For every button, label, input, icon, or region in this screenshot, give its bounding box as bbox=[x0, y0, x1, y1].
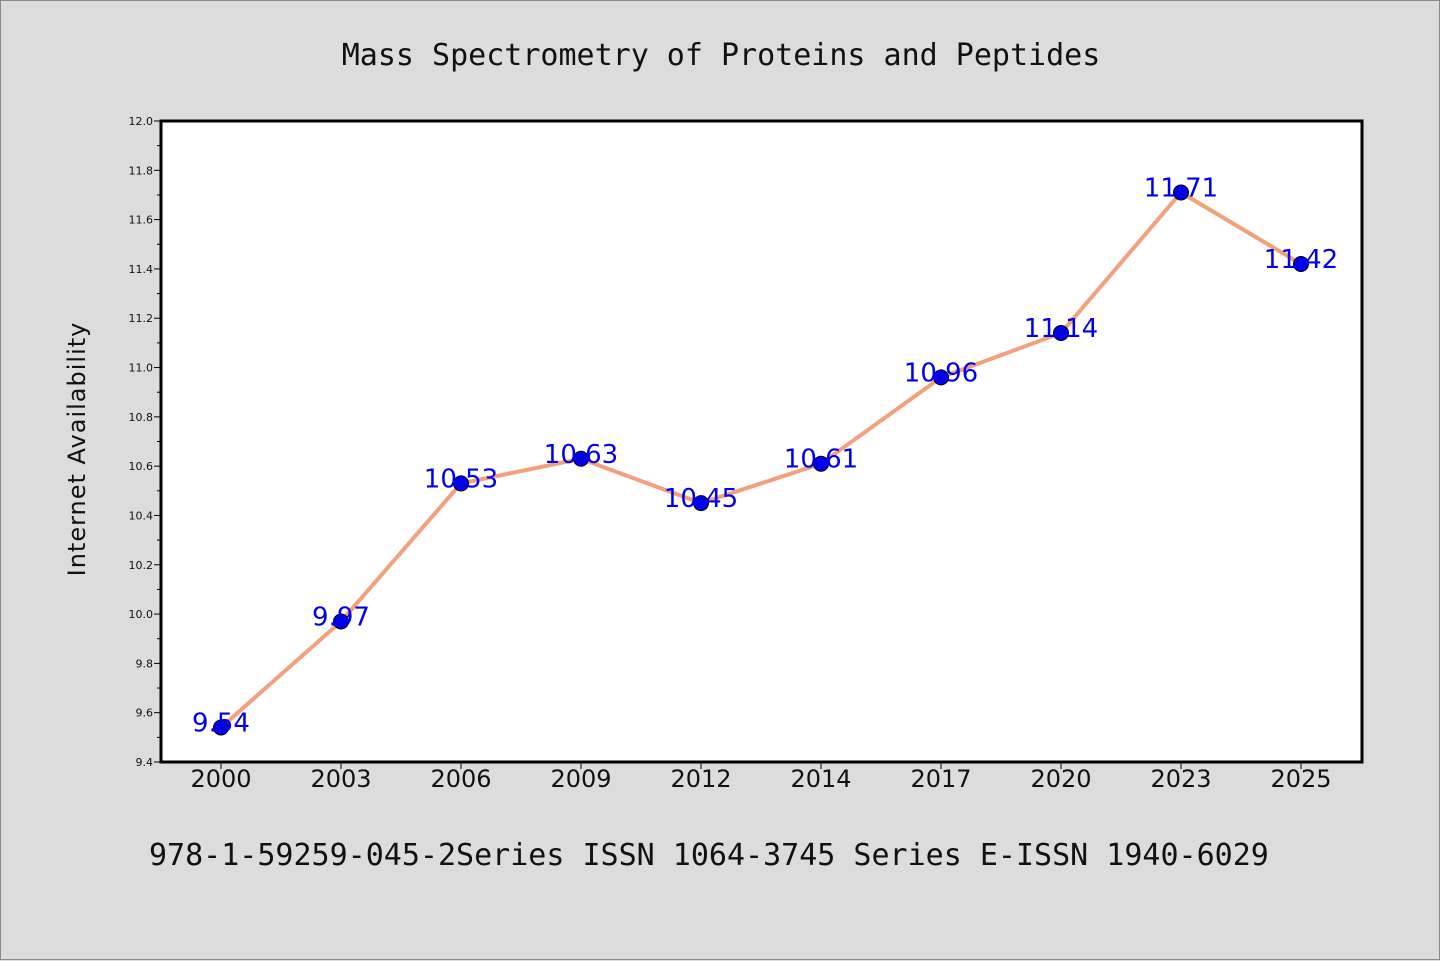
y-tick-label: 11.4 bbox=[129, 263, 154, 276]
x-tick-label: 2006 bbox=[430, 765, 491, 793]
x-tick-label: 2012 bbox=[670, 765, 731, 793]
data-point bbox=[1293, 255, 1309, 272]
series-group: 9.54 9.97 10.53 10.63 10.45 10.61 10.96 11.14 11… bbox=[192, 173, 1338, 738]
y-tick-label: 9.4 bbox=[136, 756, 154, 769]
data-label: 9.54 bbox=[192, 708, 250, 738]
y-tick-label: 10.8 bbox=[129, 411, 154, 424]
y-tick-label: 10.4 bbox=[129, 509, 154, 522]
y-axis-label: Internet Availability bbox=[63, 322, 91, 577]
x-tick-label: 2017 bbox=[910, 765, 971, 793]
y-tick-label: 9.8 bbox=[136, 657, 154, 670]
data-point bbox=[933, 369, 949, 386]
y-tick-label: 9.6 bbox=[136, 707, 154, 720]
x-tick-label: 2014 bbox=[790, 765, 851, 793]
data-point bbox=[213, 719, 229, 736]
y-tick-label: 11.6 bbox=[129, 214, 154, 227]
data-point bbox=[573, 450, 589, 467]
x-tick-label: 2020 bbox=[1030, 765, 1091, 793]
y-tick-label: 10.0 bbox=[129, 608, 154, 621]
data-point bbox=[693, 495, 709, 512]
data-point bbox=[453, 475, 469, 492]
chart-title: Mass Spectrometry of Proteins and Peptid… bbox=[342, 38, 1101, 73]
data-point bbox=[1173, 184, 1189, 201]
data-point bbox=[813, 455, 829, 472]
y-tick-label: 10.2 bbox=[129, 559, 154, 572]
y-tick-label: 12.0 bbox=[129, 115, 154, 128]
data-label: 9.97 bbox=[312, 602, 370, 632]
footer-isbn-issn: 978-1-59259-045-2Series ISSN 1064-3745 S… bbox=[149, 838, 1269, 873]
plot-area bbox=[159, 119, 1364, 764]
data-label: 11.42 bbox=[1264, 245, 1338, 275]
y-tick-label: 11.0 bbox=[129, 362, 154, 375]
data-label: 10.96 bbox=[904, 358, 978, 388]
y-tick-label: 11.8 bbox=[129, 164, 154, 177]
x-axis: 2000 2003 2006 2009 2012 2014 2017 2020 2023 2025 bbox=[190, 762, 1332, 793]
y-axis: 9.4 9.6 9.8 10.0 10.2 10.4 10.6 10.8 11.0 11.2 11.… bbox=[129, 115, 161, 769]
data-point bbox=[1053, 325, 1069, 342]
data-label: 10.53 bbox=[424, 464, 498, 494]
data-point bbox=[333, 613, 349, 630]
y-tick-label: 10.6 bbox=[129, 460, 154, 473]
series-line bbox=[219, 190, 1303, 729]
x-tick-label: 2000 bbox=[190, 765, 251, 793]
data-label: 10.63 bbox=[544, 440, 618, 470]
data-label: 11.71 bbox=[1144, 173, 1218, 203]
data-label: 10.61 bbox=[784, 445, 858, 475]
y-tick-label: 11.2 bbox=[129, 312, 154, 325]
data-label: 10.45 bbox=[664, 484, 738, 514]
data-label: 11.14 bbox=[1024, 314, 1098, 344]
x-tick-label: 2023 bbox=[1150, 765, 1211, 793]
x-tick-label: 2003 bbox=[310, 765, 371, 793]
x-tick-label: 2025 bbox=[1270, 765, 1331, 793]
x-tick-label: 2009 bbox=[550, 765, 611, 793]
